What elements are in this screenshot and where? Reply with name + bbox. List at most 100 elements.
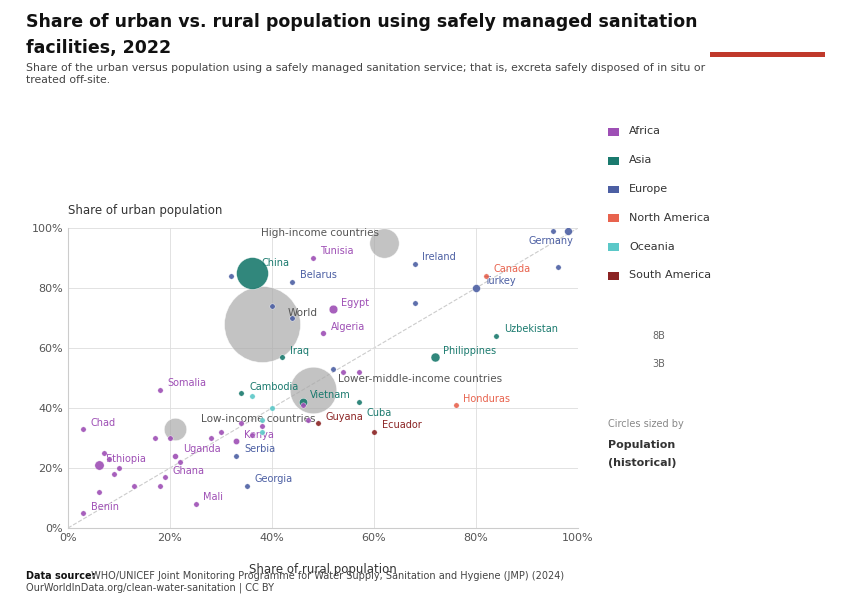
Point (92, 460, 105, 470)
Text: Uganda: Uganda (183, 445, 220, 455)
Point (316, 328, 330, 338)
Point (189, 499, 202, 509)
Text: OurWorldInData.org/clean-water-sanitation | CC BY: OurWorldInData.org/clean-water-sanitatio… (26, 582, 274, 593)
Text: China: China (262, 259, 290, 269)
Point (97, 448, 110, 458)
Text: Iraq: Iraq (290, 346, 309, 355)
Point (230, 436, 243, 446)
Text: Circles sized by: Circles sized by (608, 419, 683, 429)
Text: Kenya: Kenya (244, 430, 274, 439)
Point (306, 385, 320, 395)
Text: facilities, 2022: facilities, 2022 (26, 39, 171, 57)
Point (158, 472, 172, 482)
Text: Guyana: Guyana (326, 412, 363, 421)
Point (224, 271, 238, 281)
Point (173, 457, 187, 467)
Text: Ethiopia: Ethiopia (106, 454, 146, 463)
Text: Chad: Chad (91, 418, 116, 427)
Point (204, 433, 218, 443)
Point (214, 427, 228, 437)
Text: Share of urban vs. rural population using safely managed sanitation: Share of urban vs. rural population usin… (26, 13, 697, 31)
Point (168, 424, 182, 434)
Text: Ghana: Ghana (173, 466, 205, 475)
Point (148, 433, 162, 443)
Text: South America: South America (629, 271, 711, 280)
Point (408, 259, 422, 269)
Text: Benin: Benin (91, 502, 119, 511)
Point (230, 451, 243, 461)
Text: Egypt: Egypt (341, 298, 369, 307)
Text: Cambodia: Cambodia (249, 382, 298, 391)
Text: Somalia: Somalia (167, 379, 207, 389)
Point (306, 253, 320, 263)
Point (255, 415, 269, 425)
Text: Population: Population (608, 440, 675, 450)
Text: in Data: in Data (743, 36, 791, 49)
Text: Mali: Mali (203, 493, 224, 503)
Point (301, 415, 314, 425)
Text: Uzbekistan: Uzbekistan (504, 325, 558, 335)
Point (76, 508, 90, 518)
Point (245, 430, 258, 440)
Point (112, 463, 126, 473)
Point (153, 385, 167, 395)
Text: Share of urban population: Share of urban population (68, 204, 223, 217)
Text: Cuba: Cuba (366, 408, 392, 418)
Point (551, 262, 564, 272)
Point (245, 391, 258, 401)
Text: Honduras: Honduras (463, 394, 510, 403)
Text: Algeria: Algeria (331, 322, 365, 331)
Point (546, 226, 559, 236)
Point (449, 400, 462, 410)
Point (326, 364, 340, 374)
Point (235, 388, 248, 398)
Point (275, 352, 289, 362)
Point (76, 424, 90, 434)
Point (326, 304, 340, 314)
Point (107, 469, 121, 479)
Point (128, 481, 141, 491)
Text: 8B: 8B (652, 331, 665, 341)
Text: Tunisia: Tunisia (320, 247, 354, 257)
Text: World: World (287, 308, 317, 318)
Text: Vietnam: Vietnam (310, 391, 351, 401)
Point (255, 421, 269, 431)
Text: (historical): (historical) (608, 458, 677, 468)
Text: Asia: Asia (629, 155, 653, 165)
Point (377, 238, 391, 248)
Point (311, 418, 325, 428)
Text: Share of rural population: Share of rural population (249, 563, 397, 576)
Text: Europe: Europe (629, 184, 668, 194)
Point (286, 313, 299, 323)
Point (561, 226, 575, 236)
Text: Ireland: Ireland (422, 253, 456, 263)
Text: Canada: Canada (494, 265, 531, 275)
Text: High-income countries: High-income countries (261, 229, 379, 238)
Point (265, 301, 279, 311)
Point (428, 352, 442, 362)
Point (153, 481, 167, 491)
Point (352, 397, 366, 407)
Text: Oceania: Oceania (629, 242, 675, 251)
Point (408, 298, 422, 308)
Point (168, 451, 182, 461)
Point (92, 487, 105, 497)
Text: Share of the urban versus population using a safely managed sanitation service; : Share of the urban versus population usi… (26, 63, 705, 85)
Text: Turkey: Turkey (484, 277, 515, 286)
Point (490, 331, 503, 341)
Text: Serbia: Serbia (244, 445, 275, 455)
Text: Low-income countries: Low-income countries (201, 415, 315, 425)
Text: North America: North America (629, 213, 710, 223)
Text: Belarus: Belarus (300, 271, 337, 280)
Text: Our World: Our World (734, 17, 801, 30)
Point (240, 481, 253, 491)
Text: Germany: Germany (528, 235, 573, 245)
Point (479, 271, 493, 281)
Text: Ecuador: Ecuador (382, 421, 422, 431)
Point (265, 403, 279, 413)
Point (163, 433, 177, 443)
Text: Data source:: Data source: (26, 571, 95, 581)
Text: Philippines: Philippines (443, 346, 496, 355)
Text: Lower-middle-income countries: Lower-middle-income countries (338, 374, 502, 384)
Text: Africa: Africa (629, 127, 661, 136)
